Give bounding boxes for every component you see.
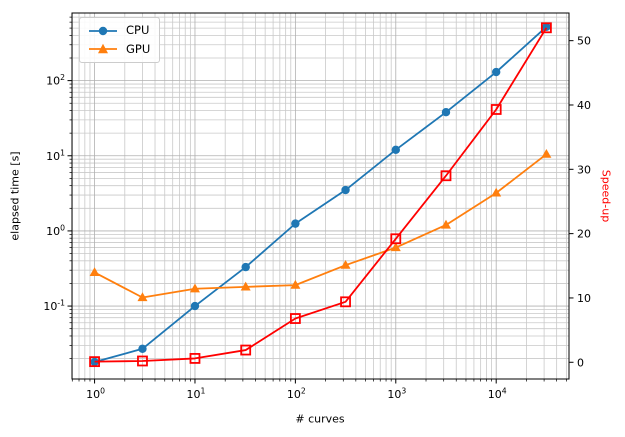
svg-text:102: 102 xyxy=(287,387,306,402)
svg-text:102: 102 xyxy=(46,73,65,88)
svg-text:50: 50 xyxy=(577,35,591,48)
axes-spines xyxy=(71,12,570,380)
cpu-line-marker-icon xyxy=(89,26,117,35)
svg-text:104: 104 xyxy=(488,387,507,402)
y-axis-left-label: elapsed time [s] xyxy=(8,151,22,241)
svg-text:100: 100 xyxy=(86,387,105,402)
svg-text:40: 40 xyxy=(577,99,591,112)
svg-text:0: 0 xyxy=(577,356,584,369)
minor-grid xyxy=(71,13,569,379)
series-cpu xyxy=(90,22,551,367)
y-axis-right-label: Speed-up xyxy=(599,169,613,223)
svg-text:20: 20 xyxy=(577,228,591,241)
series-speed-up xyxy=(89,22,552,368)
svg-text:101: 101 xyxy=(187,387,206,402)
svg-text:10-1: 10-1 xyxy=(43,299,65,314)
svg-text:30: 30 xyxy=(577,163,591,176)
svg-text:10: 10 xyxy=(577,292,591,305)
legend: CPU GPU xyxy=(79,17,160,63)
tick-marks xyxy=(67,16,574,384)
legend-item-gpu: GPU xyxy=(88,42,151,56)
legend-label-cpu: CPU xyxy=(126,22,150,37)
gpu-line-marker-icon xyxy=(89,44,117,54)
legend-label-gpu: GPU xyxy=(126,41,151,56)
svg-text:100: 100 xyxy=(46,223,65,238)
series-gpu xyxy=(89,148,552,302)
major-grid xyxy=(72,13,569,379)
legend-item-cpu: CPU xyxy=(88,24,151,38)
svg-text:101: 101 xyxy=(46,148,65,163)
x-axis-label: # curves xyxy=(295,412,345,426)
svg-text:103: 103 xyxy=(387,387,406,402)
